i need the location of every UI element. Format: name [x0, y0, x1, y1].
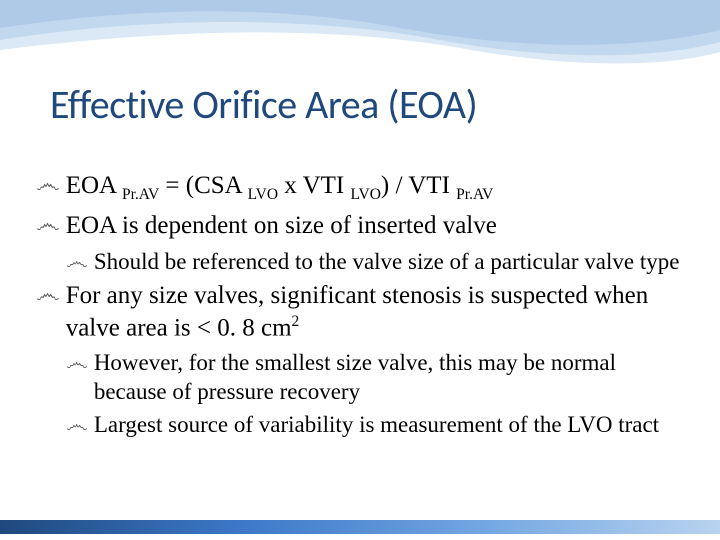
bullet-swirl-icon: ෴ — [66, 349, 88, 378]
page-title: Effective Orifice Area (EOA) — [50, 80, 680, 129]
subscript-text: Pr.AV — [122, 186, 159, 203]
bullet-swirl-icon: ෴ — [66, 248, 88, 277]
footer-svg — [0, 520, 720, 534]
slide-body: ෴EOA Pr.AV = (CSA LVO x VTI LVO) / VTI P… — [36, 170, 684, 443]
text-run: EOA — [66, 172, 122, 199]
bullet-text: EOA Pr.AV = (CSA LVO x VTI LVO) / VTI Pr… — [66, 170, 684, 204]
bullet-text: Largest source of variability is measure… — [94, 411, 684, 440]
bullet-text: For any size valves, significant stenosi… — [66, 280, 684, 343]
subscript-text: LVO — [350, 186, 380, 203]
bullet-swirl-icon: ෴ — [36, 170, 60, 200]
bullet-level-2: ෴Largest source of variability is measur… — [66, 411, 684, 440]
bullet-text: However, for the smallest size valve, th… — [94, 349, 684, 407]
subscript-text: LVO — [248, 186, 278, 203]
bullet-swirl-icon: ෴ — [36, 210, 60, 240]
bullet-level-1: ෴EOA is dependent on size of inserted va… — [36, 210, 684, 241]
superscript-text: 2 — [292, 313, 300, 330]
bullet-swirl-icon: ෴ — [66, 411, 88, 440]
bullet-text: Should be referenced to the valve size o… — [94, 248, 684, 277]
bullet-text: EOA is dependent on size of inserted val… — [66, 210, 684, 241]
text-run: For any size valves, significant stenosi… — [66, 282, 649, 341]
text-run: Should be referenced to the valve size o… — [94, 249, 680, 274]
text-run: Largest source of variability is measure… — [94, 412, 659, 437]
bullet-level-2: ෴Should be referenced to the valve size … — [66, 248, 684, 277]
bullet-level-1: ෴EOA Pr.AV = (CSA LVO x VTI LVO) / VTI P… — [36, 170, 684, 204]
text-run: EOA is dependent on size of inserted val… — [66, 212, 497, 239]
slide: Effective Orifice Area (EOA) ෴EOA Pr.AV … — [0, 0, 720, 540]
text-run: = (CSA — [159, 172, 247, 199]
text-run: However, for the smallest size valve, th… — [94, 350, 616, 404]
text-run: ) / VTI — [381, 172, 456, 199]
bullet-swirl-icon: ෴ — [36, 280, 60, 310]
bullet-level-1: ෴For any size valves, significant stenos… — [36, 280, 684, 343]
bullet-level-2: ෴However, for the smallest size valve, t… — [66, 349, 684, 407]
subscript-text: Pr.AV — [456, 186, 493, 203]
text-run: x VTI — [278, 172, 350, 199]
bottom-gradient-decoration — [0, 520, 720, 534]
